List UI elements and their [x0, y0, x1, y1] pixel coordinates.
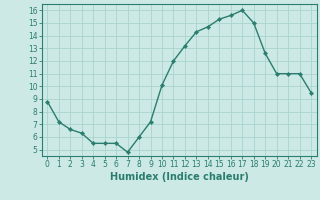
X-axis label: Humidex (Indice chaleur): Humidex (Indice chaleur): [110, 172, 249, 182]
